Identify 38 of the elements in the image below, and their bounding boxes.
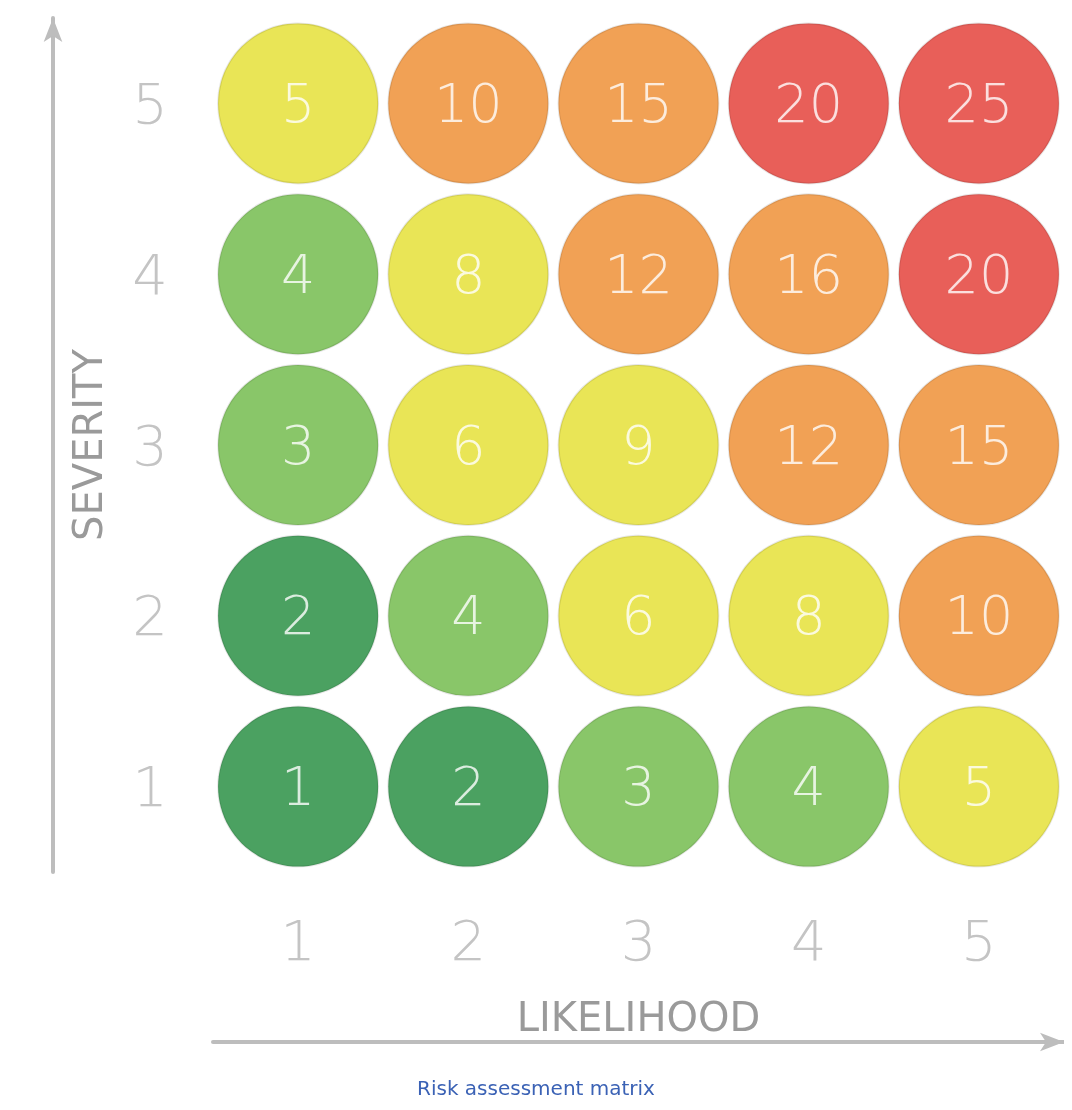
data-label: 20 xyxy=(944,242,1014,306)
data-label: 15 xyxy=(944,413,1014,477)
data-label: 10 xyxy=(944,584,1014,648)
x-tick-label: 2 xyxy=(450,907,487,973)
data-label: 6 xyxy=(621,584,656,648)
y-tick-label: 5 xyxy=(132,70,168,136)
y-tick-label: 2 xyxy=(132,583,168,649)
data-label: 8 xyxy=(451,242,486,306)
data-label: 5 xyxy=(280,71,316,135)
y-axis-title: SEVERITY xyxy=(65,348,111,541)
y-tick-label: 1 xyxy=(132,754,168,820)
data-label: 2 xyxy=(280,584,316,648)
x-tick-label: 1 xyxy=(280,907,316,973)
data-label: 10 xyxy=(433,71,503,135)
x-tick-label: 5 xyxy=(961,907,997,973)
data-label: 1 xyxy=(280,755,316,819)
data-label: 9 xyxy=(621,413,656,477)
text: Risk assessment matrix xyxy=(417,1076,656,1100)
data-label: 2 xyxy=(451,755,486,819)
data-label: 12 xyxy=(774,413,844,477)
data-label: 12 xyxy=(604,242,673,306)
y-tick-label: 3 xyxy=(132,412,168,478)
x-tick-label: 3 xyxy=(620,907,657,973)
x-tick-label: 4 xyxy=(790,907,827,973)
data-label: 15 xyxy=(604,71,673,135)
data-label: 3 xyxy=(621,755,656,819)
data-label: 3 xyxy=(280,413,316,477)
data-label: 25 xyxy=(944,71,1014,135)
x-axis-title: LIKELIHOOD xyxy=(516,994,761,1040)
data-label: 6 xyxy=(451,413,486,477)
data-label: 20 xyxy=(774,71,844,135)
data-label: 16 xyxy=(774,242,844,306)
data-label: 4 xyxy=(451,584,486,648)
data-label: 8 xyxy=(791,584,826,648)
y-tick-label: 4 xyxy=(132,241,168,307)
data-label: 4 xyxy=(280,242,316,306)
data-label: 5 xyxy=(961,755,997,819)
data-label: 4 xyxy=(791,755,826,819)
